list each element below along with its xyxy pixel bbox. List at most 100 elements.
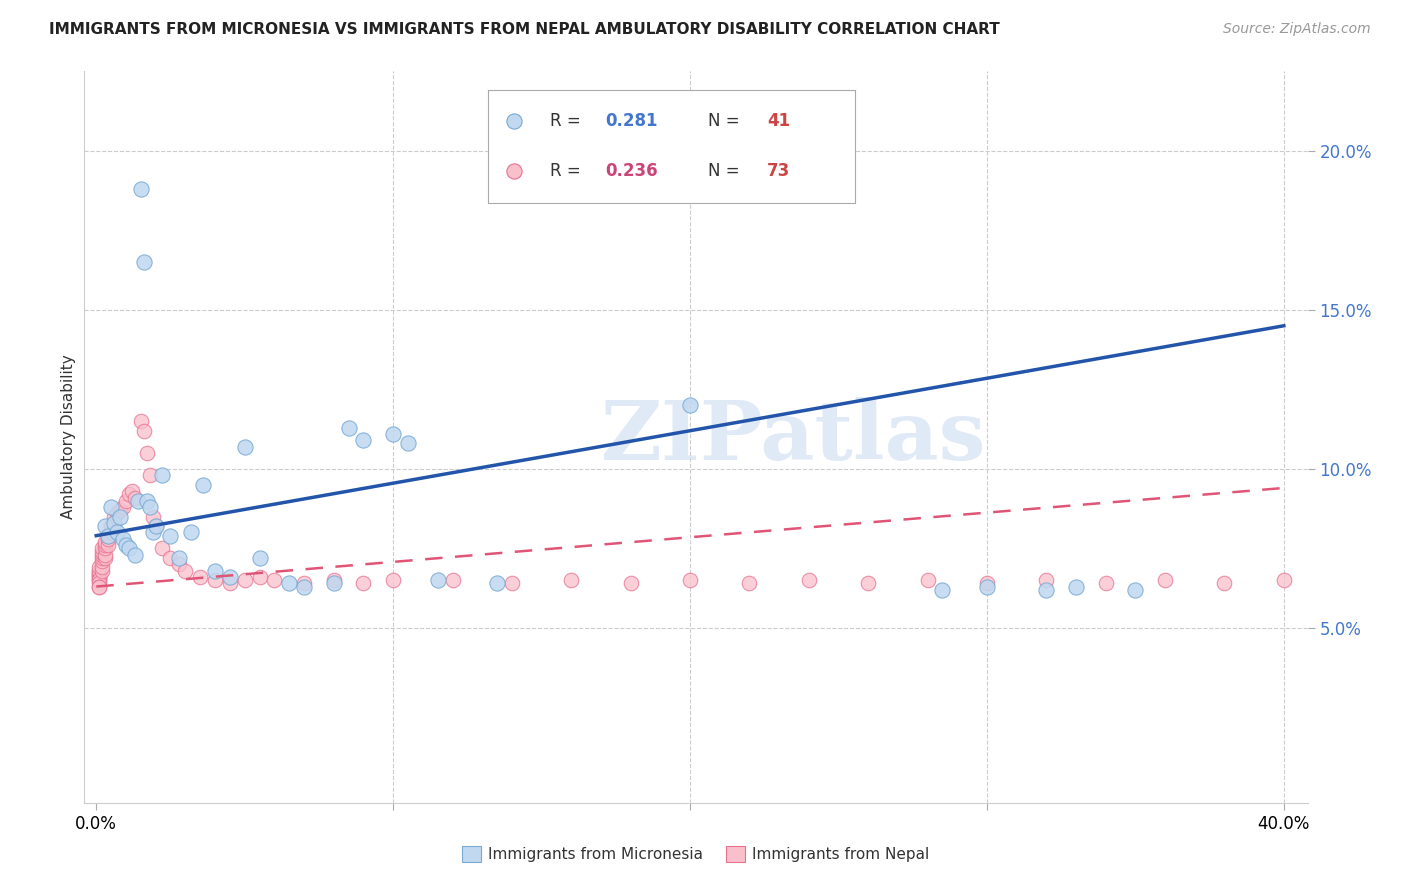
Text: IMMIGRANTS FROM MICRONESIA VS IMMIGRANTS FROM NEPAL AMBULATORY DISABILITY CORREL: IMMIGRANTS FROM MICRONESIA VS IMMIGRANTS… (49, 22, 1000, 37)
Point (382, 426, 405, 441)
Point (620, 576, 643, 591)
Point (486, 576, 509, 591)
Point (150, 468, 173, 483)
Point (1094, 576, 1116, 591)
Point (89, 580, 111, 594)
Point (97, 529, 120, 543)
Point (856, 576, 879, 591)
Point (118, 541, 141, 556)
Point (94, 541, 117, 556)
Point (89, 573, 111, 587)
Point (142, 509, 165, 524)
Point (138, 468, 160, 483)
Point (100, 519, 122, 533)
Point (145, 519, 167, 533)
Point (124, 548, 146, 562)
Point (797, 573, 820, 587)
Point (337, 420, 360, 434)
Point (115, 493, 138, 508)
Point (124, 491, 146, 505)
Point (249, 550, 271, 565)
Point (94, 519, 117, 533)
Text: Source: ZipAtlas.com: Source: ZipAtlas.com (1223, 22, 1371, 37)
Point (145, 519, 167, 533)
Point (100, 525, 122, 540)
Point (169, 550, 191, 565)
Point (89, 560, 111, 574)
Point (1213, 576, 1236, 591)
Point (322, 573, 344, 587)
Point (679, 398, 702, 412)
Point (159, 529, 181, 543)
Point (91, 544, 114, 558)
Point (396, 436, 419, 450)
Point (135, 493, 157, 508)
Point (931, 582, 953, 597)
Point (1035, 573, 1057, 587)
Point (89, 580, 111, 594)
Y-axis label: Ambulatory Disability: Ambulatory Disability (60, 355, 76, 519)
Point (292, 580, 315, 594)
Point (94, 548, 117, 562)
Point (169, 558, 191, 572)
Point (111, 532, 134, 546)
Point (204, 573, 226, 587)
Point (441, 573, 464, 587)
Point (976, 576, 998, 591)
Point (103, 516, 125, 530)
Point (560, 573, 582, 587)
Point (352, 576, 374, 591)
Point (121, 484, 143, 499)
Point (129, 182, 152, 196)
Point (180, 525, 202, 540)
Point (292, 576, 315, 591)
Point (97, 529, 120, 543)
Point (91, 560, 114, 574)
Point (91, 548, 114, 562)
Point (204, 564, 226, 578)
Point (129, 414, 152, 428)
Point (89, 564, 111, 578)
Point (132, 424, 155, 438)
Point (218, 576, 240, 591)
Point (1125, 582, 1147, 597)
Point (91, 550, 114, 565)
Point (159, 550, 181, 565)
Point (135, 446, 157, 460)
Point (1272, 573, 1295, 587)
Point (738, 576, 761, 591)
Point (976, 580, 998, 594)
Point (501, 576, 523, 591)
Point (94, 535, 117, 549)
Point (138, 500, 160, 514)
Point (89, 566, 111, 581)
Point (142, 525, 165, 540)
Point (118, 487, 141, 501)
Point (263, 573, 285, 587)
Point (426, 573, 449, 587)
Point (91, 541, 114, 556)
Point (97, 532, 120, 546)
Point (233, 573, 256, 587)
Point (382, 573, 405, 587)
Point (108, 509, 131, 524)
Point (89, 566, 111, 581)
Point (1154, 573, 1177, 587)
Point (103, 516, 125, 530)
Point (100, 500, 122, 514)
Point (1035, 582, 1057, 597)
Point (127, 493, 149, 508)
Point (191, 477, 214, 491)
Point (89, 573, 111, 587)
Point (105, 507, 128, 521)
Point (1064, 580, 1087, 594)
Point (917, 573, 939, 587)
Point (679, 573, 702, 587)
Point (89, 564, 111, 578)
Point (188, 570, 211, 584)
Point (89, 570, 111, 584)
Legend: Immigrants from Micronesia, Immigrants from Nepal: Immigrants from Micronesia, Immigrants f… (457, 840, 935, 868)
Point (233, 440, 256, 454)
Point (91, 564, 114, 578)
Point (150, 541, 173, 556)
